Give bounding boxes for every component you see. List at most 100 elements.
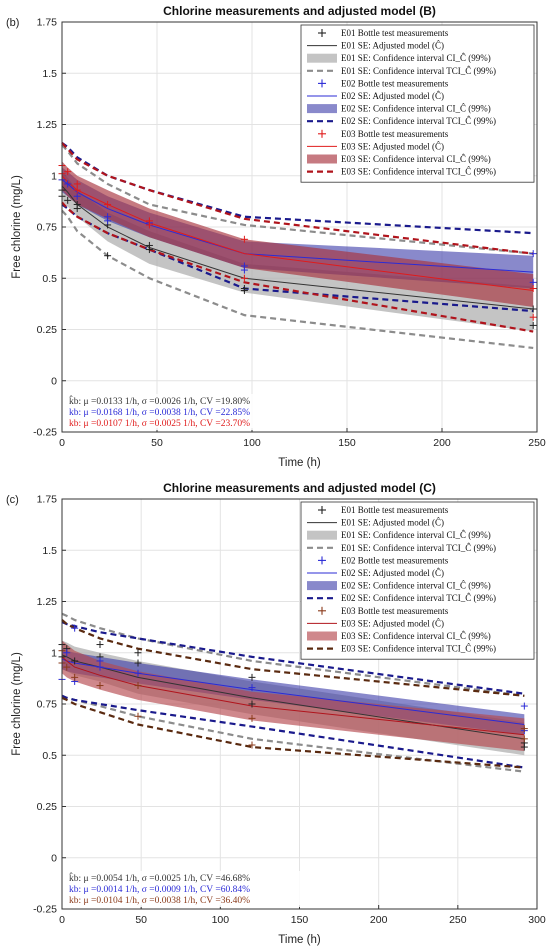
- panel-label: (c): [6, 494, 19, 506]
- legend-entry-label: E03 Bottle test measurements: [341, 606, 449, 616]
- measurement-point-e02: [96, 657, 104, 665]
- y-tick-label: 0: [51, 852, 57, 864]
- legend: E01 Bottle test measurements E01 SE: Adju…: [300, 501, 535, 660]
- measurement-point-e01: [529, 305, 537, 313]
- legend-entry-label: E03 SE: Confidence interval TCI_Ĉ (99%): [341, 644, 496, 654]
- legend-box: [300, 501, 535, 660]
- measurement-point-e03: [63, 663, 71, 671]
- measurement-point-e01: [134, 649, 142, 657]
- axes-frame: [61, 498, 538, 910]
- chart-panel-c: 0 50 100 150 200 250 300 -0.25 0 0.25 0.5 0.75 1 1.25…: [0, 476, 550, 951]
- x-tick-label: 50: [135, 914, 147, 926]
- measurement-point-e02: [104, 217, 112, 225]
- measurement-point-e03: [96, 682, 104, 690]
- stats-box: [65, 394, 313, 430]
- measurement-point-e03: [520, 735, 528, 743]
- stats-line: k̂b: μ =0.0133 1/h, σ =0.0026 1/h, CV =1…: [69, 394, 250, 407]
- stats-line: kb: μ =0.0107 1/h, σ =0.0025 1/h, CV =23…: [69, 419, 250, 429]
- legend-entry-label: E01 SE: Adjusted model (Ĉ): [341, 518, 444, 528]
- measurement-point-e01: [145, 246, 153, 254]
- measurement-point-e03: [145, 221, 153, 229]
- legend-band-sample: [307, 631, 337, 641]
- x-tick-label: 150: [338, 437, 356, 449]
- measurement-point-e01: [64, 196, 72, 204]
- legend-band-sample: [307, 530, 337, 540]
- y-tick-label: 1.5: [42, 68, 57, 80]
- measurement-point-e03: [134, 682, 142, 690]
- measurement-point-e01: [248, 673, 256, 681]
- legend-entry-label: E01 SE: Adjusted model (Ĉ): [341, 41, 444, 51]
- measurement-point-e03: [520, 725, 528, 733]
- measurement-point-e02: [96, 663, 104, 671]
- measurement-point-e02: [71, 624, 79, 632]
- x-tick-label: 0: [59, 437, 65, 449]
- y-tick-label: 1: [51, 647, 57, 659]
- y-tick-label: -0.25: [33, 427, 57, 439]
- y-axis-label: Free chlorine (mg/L): [11, 175, 23, 279]
- measurement-point-e03: [104, 200, 112, 208]
- chart-panel-b: 0 50 100 150 200 250 -0.25 0 0.25 0.5 0.75 1 1.25 1.5…: [6, 4, 546, 469]
- tci-upper-e02: [61, 620, 525, 695]
- axes-frame: [61, 21, 538, 433]
- x-tick-label: 100: [243, 437, 261, 449]
- x-tick-label: 200: [370, 914, 388, 926]
- tci-lower-e03: [61, 696, 525, 769]
- y-tick-label: 0.75: [37, 222, 58, 234]
- measurement-point-e02: [529, 250, 537, 258]
- y-tick-label: 0.25: [37, 324, 58, 336]
- tci-upper-e03: [61, 142, 534, 255]
- legend-entry-label: E03 SE: Adjusted model (Ĉ): [341, 618, 444, 628]
- stats-box: [65, 871, 313, 907]
- y-tick-label: 1.75: [37, 17, 58, 29]
- measurement-point-e03: [240, 235, 248, 243]
- measurement-point-e01: [73, 205, 81, 213]
- measurement-point-e02: [529, 278, 537, 286]
- legend-entry-label: E03 SE: Confidence interval CI_Ĉ (99%): [341, 154, 491, 164]
- y-tick-label: 0.75: [37, 699, 58, 711]
- y-tick-label: 0: [51, 375, 57, 387]
- measurement-point-e02: [73, 192, 81, 200]
- legend-entry-label: E02 SE: Confidence interval TCI_Ĉ (99%): [341, 116, 496, 126]
- y-tick-label: 0.5: [42, 273, 57, 285]
- tci-upper-e01: [61, 144, 534, 255]
- x-tick-label: 250: [528, 437, 546, 449]
- legend: E01 Bottle test measurements E01 SE: Adju…: [300, 24, 535, 183]
- legend-entry-label: E02 SE: Confidence interval TCI_Ĉ (99%): [341, 593, 496, 603]
- chart-b-svg: 0 50 100 150 200 250-0.2500.250.50.7511.251.5…: [6, 4, 546, 469]
- y-tick-label: 0.5: [42, 750, 57, 762]
- legend-entry-label: E01 SE: Confidence interval CI_Ĉ (99%): [341, 53, 491, 63]
- series-group: [58, 142, 537, 350]
- measurement-point-e03: [71, 673, 79, 681]
- stats-line: kb: μ =0.0168 1/h, σ =0.0038 1/h, CV =22…: [69, 408, 250, 418]
- y-tick-label: 0.25: [37, 801, 58, 813]
- measurement-point-e01: [104, 252, 112, 260]
- measurement-point-e01: [248, 700, 256, 708]
- legend-entry-label: E02 Bottle test measurements: [341, 555, 449, 565]
- measurement-point-e01: [529, 321, 537, 329]
- y-tick-label: 1.5: [42, 545, 57, 557]
- stats-line: kb: μ =0.0104 1/h, σ =0.0038 1/h, CV =36…: [69, 896, 250, 906]
- measurement-point-e03: [240, 274, 248, 282]
- legend-entry-label: E02 Bottle test measurements: [341, 78, 449, 88]
- measurement-point-e03: [73, 180, 81, 188]
- y-tick-label: 1.75: [37, 494, 58, 506]
- measurement-point-e01: [240, 287, 248, 295]
- y-tick-label: 1.25: [37, 119, 58, 131]
- legend-entry-label: E01 Bottle test measurements: [341, 505, 449, 515]
- legend-entry-label: E02 SE: Adjusted model (Ĉ): [341, 91, 444, 101]
- legend-entry-label: E03 SE: Confidence interval CI_Ĉ (99%): [341, 631, 491, 641]
- legend-box: [300, 24, 535, 183]
- tci-lower-e03: [61, 201, 534, 333]
- y-tick-label: -0.25: [33, 904, 57, 916]
- stats-line: kb: μ =0.0014 1/h, σ =0.0009 1/h, CV =60…: [69, 885, 250, 895]
- measurement-point-e02: [64, 180, 72, 188]
- chart-c-svg: 0 50 100 150 200 250 300-0.2500.250.50.7511.25…: [6, 481, 546, 946]
- y-axis-label: Free chlorine (mg/L): [11, 652, 23, 756]
- x-tick-label: 250: [449, 914, 467, 926]
- ci-band-e02: [62, 167, 534, 289]
- tci-lower-e02: [61, 694, 525, 769]
- measurement-point-e03: [529, 313, 537, 321]
- legend-entry-label: E02 SE: Confidence interval CI_Ĉ (99%): [341, 104, 491, 114]
- ci-band-e03: [62, 640, 525, 752]
- series-group: [58, 612, 528, 773]
